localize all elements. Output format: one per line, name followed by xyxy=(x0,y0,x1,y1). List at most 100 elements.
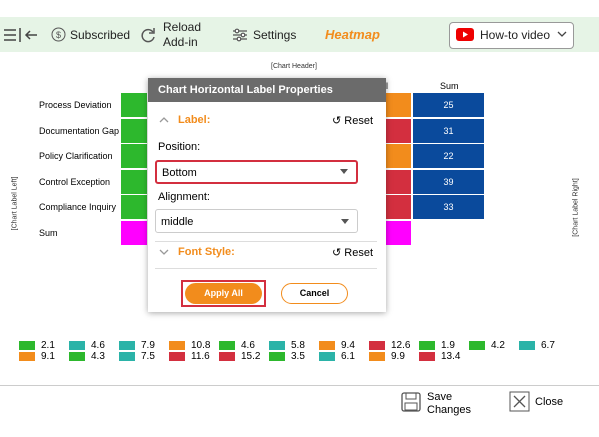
column-header: l xyxy=(386,81,388,91)
cell xyxy=(386,195,411,219)
reset-text[interactable]: Reset xyxy=(344,247,374,259)
legend-value: 5.8 xyxy=(291,340,305,351)
font-reset[interactable]: ↺ Reset xyxy=(332,247,374,259)
position-label: Position: xyxy=(158,141,201,153)
cell xyxy=(121,220,147,245)
legend-value: 4.3 xyxy=(91,351,105,362)
sum-cell: 33 xyxy=(413,195,484,219)
caret xyxy=(341,219,349,228)
reload-icon xyxy=(141,28,155,43)
caret xyxy=(340,169,348,178)
chevron-up[interactable] xyxy=(159,116,169,123)
youtube-icon xyxy=(456,28,474,41)
alignment-select[interactable]: middle xyxy=(155,209,358,233)
legend-swatch xyxy=(269,352,285,361)
apply-highlight xyxy=(181,280,266,307)
legend-value: 1.9 xyxy=(441,340,455,351)
legend-swatch xyxy=(319,341,335,350)
legend-swatch xyxy=(419,341,435,350)
save-button[interactable]: Save Changes xyxy=(427,391,471,417)
cell xyxy=(121,144,147,168)
reset-text[interactable]: Reset xyxy=(344,115,374,127)
footer-line xyxy=(0,385,599,386)
apply-button[interactable]: Apply All xyxy=(185,283,262,304)
sum-cell: 31 xyxy=(413,118,484,143)
sum-cell: 22 xyxy=(413,144,484,168)
legend-value: 9.4 xyxy=(341,340,355,351)
label-section[interactable]: Label: xyxy=(178,114,211,126)
save-line[interactable]: Save xyxy=(427,391,453,403)
settings-icon xyxy=(233,28,247,42)
legend-swatch xyxy=(169,341,185,350)
row-label: Policy Clarification xyxy=(39,151,113,161)
chevron-down[interactable] xyxy=(159,249,169,256)
legend-value: 9.9 xyxy=(391,351,405,362)
cell xyxy=(386,144,411,168)
legend-value: 6.1 xyxy=(341,351,355,362)
dialog: Chart Horizontal Label Properties Label:… xyxy=(148,78,386,312)
save-line[interactable]: Changes xyxy=(427,404,472,416)
cancel-button[interactable]: Cancel xyxy=(281,283,348,304)
dialog-title: Chart Horizontal Label Properties xyxy=(148,78,386,102)
legend-value: 7.5 xyxy=(141,351,155,362)
legend-value: 2.1 xyxy=(41,340,55,351)
reload-addin[interactable]: Reload Add-in xyxy=(163,20,201,50)
cell xyxy=(386,118,411,143)
reset[interactable]: ↺ Reset xyxy=(332,115,374,127)
legend-value: 15.2 xyxy=(241,351,261,362)
row-label: Control Exception xyxy=(39,176,111,187)
close-icon[interactable] xyxy=(509,391,530,412)
reload-line: Reload xyxy=(163,20,202,34)
legend-swatch xyxy=(19,352,35,361)
font-section[interactable]: Font Style: xyxy=(178,246,235,258)
legend-swatch xyxy=(219,352,235,361)
legend-value: 11.6 xyxy=(191,351,210,362)
legend-swatch xyxy=(19,341,35,350)
legend-value: 12.6 xyxy=(391,340,411,351)
legend-value: 3.5 xyxy=(291,351,305,362)
position-value: Bottom xyxy=(162,167,197,179)
legend-swatch xyxy=(119,341,135,350)
legend-swatch xyxy=(319,352,335,361)
close-button[interactable]: Close xyxy=(535,396,564,408)
legend-swatch xyxy=(219,341,235,350)
cell xyxy=(386,169,411,194)
legend-value: 9.1 xyxy=(41,351,55,362)
legend-swatch xyxy=(69,341,85,350)
alignment-value: middle xyxy=(161,216,194,228)
legend-value: 13.4 xyxy=(441,351,461,362)
chart-label-left: [Chart Label Left] xyxy=(11,176,19,231)
cell xyxy=(121,93,147,117)
divider xyxy=(155,241,377,242)
cell xyxy=(121,118,147,143)
subscribed-icon: $ xyxy=(51,27,66,42)
svg-text:$: $ xyxy=(56,30,61,40)
legend-swatch xyxy=(119,352,135,361)
row-label: Process Deviation xyxy=(39,100,112,110)
chart-header: [Chart Header] xyxy=(271,63,317,70)
divider xyxy=(155,268,377,269)
nav-icons[interactable] xyxy=(3,27,43,43)
cell xyxy=(386,93,411,117)
legend-swatch xyxy=(269,341,285,350)
position-select[interactable]: Bottom xyxy=(155,160,358,184)
legend-value: 4.2 xyxy=(491,340,505,351)
cell xyxy=(121,169,147,194)
legend-value: 7.9 xyxy=(141,340,155,351)
alignment-label: Alignment: xyxy=(158,191,210,203)
legend-swatch xyxy=(169,352,185,361)
reload-line: Add-in xyxy=(163,35,198,49)
legend-value: 4.6 xyxy=(91,340,105,351)
chevron xyxy=(557,31,567,37)
sum-cell: 25 xyxy=(413,93,484,117)
cell xyxy=(386,220,411,245)
legend-swatch xyxy=(369,352,385,361)
sum-cell: 39 xyxy=(413,169,484,194)
settings[interactable]: Settings xyxy=(253,28,297,42)
legend-swatch xyxy=(419,352,435,361)
save-icon[interactable] xyxy=(401,392,421,412)
legend-swatch xyxy=(69,352,85,361)
video-label[interactable]: How-to video xyxy=(480,28,551,42)
subscribed[interactable]: Subscribed xyxy=(70,28,131,42)
